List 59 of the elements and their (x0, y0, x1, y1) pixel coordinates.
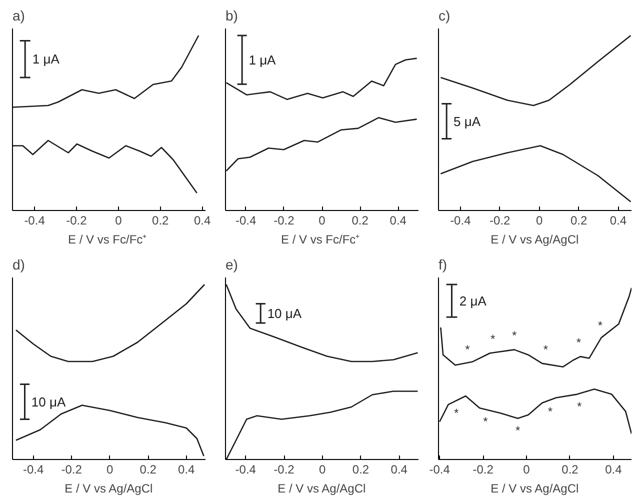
x-tick-label: 0.4 (194, 214, 212, 228)
x-tick-label: 0 (319, 462, 326, 476)
x-axis-title: E / V vs Fc/Fc⁺ (68, 232, 147, 246)
chart-title: d) (12, 256, 25, 272)
annotation: * (483, 414, 488, 429)
x-tick-label: 0 (318, 214, 326, 228)
x-tick-label: -0.2 (490, 214, 511, 228)
annotation: * (543, 342, 548, 356)
x-tick-label: -0.4 (236, 214, 257, 228)
chart-title: f) (438, 256, 448, 272)
x-tick-label: 0.4 (605, 462, 622, 476)
annotation: 1 μA (32, 52, 60, 67)
x-tick-label: 0.2 (562, 462, 579, 476)
annotation: * (490, 332, 496, 346)
annotation: * (577, 399, 582, 414)
x-tick-label: -0.4 (429, 462, 450, 476)
x-tick-label: 0.2 (570, 214, 588, 228)
x-tick-label: 0.4 (390, 462, 408, 476)
annotation: 10 μA (31, 394, 66, 410)
x-axis-title: E / V vs Ag/AgCl (278, 482, 366, 496)
x-tick-label: 0.2 (352, 462, 370, 476)
x-tick-label: -0.4 (235, 462, 256, 476)
annotation: * (454, 406, 459, 420)
annotation: * (548, 404, 553, 418)
x-tick-label: 0 (523, 462, 530, 476)
x-axis-title: E / V vs Fc/Fc⁺ (280, 232, 360, 246)
annotation: 10 μA (267, 306, 302, 321)
x-tick-label: -0.2 (61, 462, 82, 476)
x-tick-label: 0.2 (352, 214, 369, 228)
x-tick-label: 0 (115, 214, 122, 228)
annotation: 5 μA (454, 114, 481, 129)
x-axis-title: E / V vs Ag/AgCl (490, 482, 579, 496)
x-tick-label: 0 (536, 214, 544, 228)
x-tick-label: -0.4 (24, 214, 46, 228)
x-tick-label: 0 (106, 462, 114, 476)
annotation: * (515, 423, 520, 438)
annotation: * (576, 336, 582, 350)
x-tick-label: 0.4 (390, 214, 407, 228)
chart-title: c) (438, 8, 450, 24)
x-tick-label: -0.4 (23, 462, 44, 476)
annotation: * (465, 342, 470, 356)
chart-title: e) (226, 256, 238, 272)
x-tick-label: -0.2 (66, 214, 88, 228)
chart-title: b) (226, 8, 238, 24)
x-tick-label: -0.2 (274, 214, 295, 228)
x-tick-label: -0.2 (472, 462, 494, 476)
x-tick-label: 0.4 (178, 462, 196, 476)
chart-title: a) (12, 8, 25, 24)
annotation: * (512, 328, 518, 343)
x-tick-label: -0.4 (450, 214, 472, 228)
x-tick-label: -0.2 (274, 462, 295, 476)
x-axis-title: E / V vs Ag/AgCl (64, 482, 153, 496)
annotation: 2 μA (459, 293, 487, 308)
x-axis-title: E / V vs Ag/AgCl (490, 232, 579, 246)
x-tick-label: 0.2 (140, 462, 157, 476)
annotation: 1 μA (248, 52, 276, 68)
annotation: * (598, 318, 603, 332)
x-tick-label: 0.2 (152, 214, 170, 228)
x-tick-label: 0.4 (610, 214, 627, 228)
